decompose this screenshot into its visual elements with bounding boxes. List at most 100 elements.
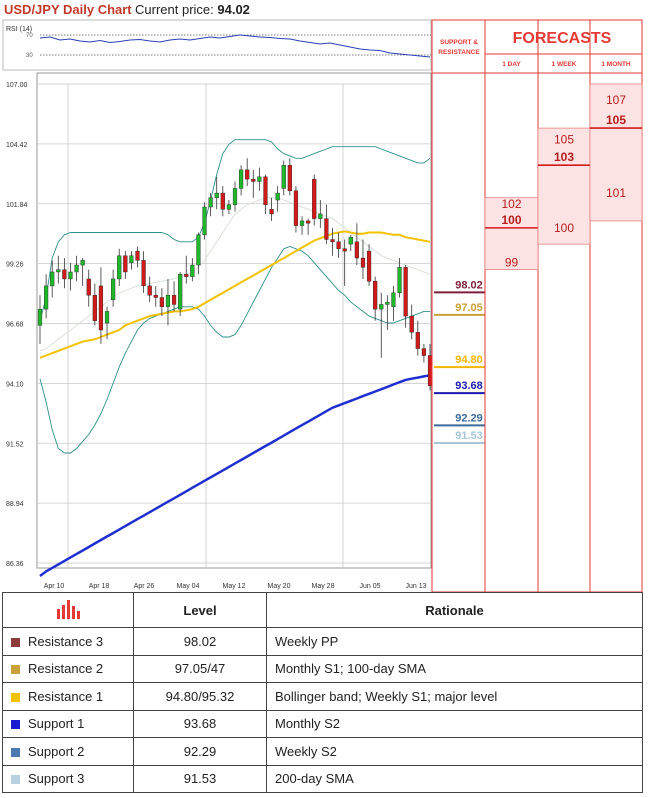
indicators [39,139,431,577]
candle [226,200,232,214]
candle [263,174,268,214]
candle [232,181,238,212]
candle [208,193,213,217]
table-row: Support 3 91.53 200-day SMA [2,764,643,793]
current-price-label: Current price: [135,2,214,17]
table-row: Resistance 2 97.05/47 Monthly S1; 100-day … [2,654,643,683]
chart-title: USD/JPY Daily Chart [4,2,132,17]
y-tick-label: 107.00 [6,82,28,89]
level-color-swatch [11,692,20,702]
current-price-value: 94.02 [217,2,250,17]
candle-body [135,250,140,261]
y-tick-label: 94.10 [6,381,24,388]
candle [312,174,317,226]
forecast-upper: 107 [606,93,626,107]
candle [293,186,299,233]
candle-body [348,236,353,245]
forecast-col-header: 1 DAY [502,61,521,68]
candle-body [245,169,250,180]
candle [287,158,292,196]
level-label: 92.29 [455,412,483,424]
candle [74,255,79,282]
candle-body [287,165,292,191]
level-value: 92.29 [133,737,267,766]
candle [111,269,116,307]
candle [80,258,85,286]
candle-body [324,218,329,240]
candle-body [385,301,390,305]
level-label: 91.53 [455,430,483,442]
candle [171,281,177,312]
rsi-tick-label: 70 [26,33,33,39]
forecast-lower: 101 [606,186,626,200]
table-row: Support 2 92.29 Weekly S2 [2,737,643,766]
candle-body [403,267,408,317]
forecast-panel: FORECASTS SUPPORT & RESISTANCE 1 DAY 102 100 9… [431,19,643,592]
level-header: Level [133,592,267,628]
candle-body [342,248,347,252]
candle-body [92,294,97,321]
candle-body [123,255,128,273]
x-tick-label: Apr 26 [134,583,155,590]
candle [397,258,402,298]
candle-body [238,169,244,189]
candle-body [74,264,79,273]
candle-body [86,278,91,296]
candle [135,246,140,268]
x-tick-label: Jun 13 [405,583,426,590]
candle-body [196,234,201,266]
level-label: 97.05 [455,302,483,314]
candle [281,160,286,196]
candle-body [56,269,61,273]
candle [379,292,384,358]
candle-body [153,294,158,298]
y-tick-label: 91.52 [6,441,24,448]
candle-body [263,176,268,205]
level-markers: 98.02 97.05 94.80 93.68 92.29 91.53 [434,279,485,445]
candle-body [312,178,317,219]
level-color-swatch [11,665,20,675]
forecast-lower: 100 [554,221,574,235]
level-rationale: Bollinger band; Weekly S1; major level [266,682,643,711]
level-rationale: Weekly PP [266,627,643,656]
forecast-mid: 103 [554,150,574,164]
candle [62,258,67,289]
candle [409,304,414,340]
candle-body [360,257,366,268]
forecast-col-header: 1 MONTH [601,61,631,68]
candle [269,197,274,221]
level-rationale: Weekly S2 [266,737,643,766]
candle-body [226,204,232,210]
rsi-panel: RSI (14)70 30 [2,19,432,71]
candle [306,218,311,235]
candle-body [80,260,85,266]
x-tick-label: May 28 [312,583,335,590]
candle-body [269,209,274,215]
candle [178,271,183,317]
bollinger-upper-line [39,139,431,321]
candle-body [306,220,311,224]
level-name-cell: Support 2 [2,737,134,766]
candle-body [373,281,378,310]
candle-body [275,192,280,201]
candle-body [214,192,219,198]
y-tick-label: 99.26 [6,262,24,269]
rsi-line [39,34,431,58]
candle [354,223,359,266]
candle [37,295,43,344]
candle-body [366,250,372,282]
level-color-swatch [11,775,20,785]
level-color-swatch [11,747,20,757]
y-tick-label: 88.94 [6,501,24,508]
candle [68,262,73,291]
x-tick-label: May 12 [223,583,246,590]
candle [373,276,378,321]
candle-body [190,264,195,277]
candle-body [43,285,49,310]
candle [342,239,347,286]
candle [98,267,104,344]
rsi-frame [2,19,432,71]
candle-body [129,255,134,263]
forecast-lower: 99 [505,256,519,270]
